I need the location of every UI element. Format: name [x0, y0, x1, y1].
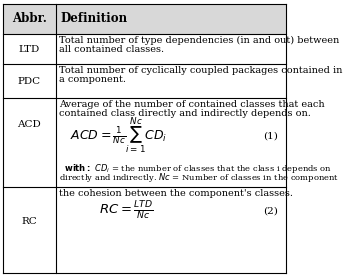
Text: $ACD = \frac{1}{Nc}\sum_{i=1}^{Nc}CD_i$: $ACD = \frac{1}{Nc}\sum_{i=1}^{Nc}CD_i$ [70, 116, 167, 156]
Text: (1): (1) [263, 132, 278, 140]
Bar [3, 98, 56, 187]
Bar [3, 4, 56, 34]
Text: Abbr.: Abbr. [12, 12, 47, 25]
Bar [56, 98, 286, 187]
Text: $RC = \frac{LTD}{Nc}$: $RC = \frac{LTD}{Nc}$ [99, 200, 154, 222]
Bar [3, 187, 56, 273]
Text: $\mathbf{with:}$ $CD_i$ = the number of classes that the class i depends on: $\mathbf{with:}$ $CD_i$ = the number of … [59, 162, 332, 175]
Text: ACD: ACD [18, 120, 41, 129]
Text: Average of the number of contained classes that each: Average of the number of contained class… [59, 100, 324, 109]
Text: RC: RC [22, 217, 37, 227]
Text: Total number of cyclically coupled packages contained in: Total number of cyclically coupled packa… [59, 66, 342, 75]
Bar [56, 34, 286, 64]
Text: Definition: Definition [61, 12, 127, 25]
Text: the cohesion between the component's classes.: the cohesion between the component's cla… [59, 189, 293, 198]
Bar [3, 34, 56, 64]
Text: LTD: LTD [19, 45, 40, 53]
Bar [56, 4, 286, 34]
Text: Total number of type dependencies (in and out) between: Total number of type dependencies (in an… [59, 36, 339, 45]
Text: contained class directly and indirectly depends on.: contained class directly and indirectly … [59, 109, 311, 118]
Text: (2): (2) [263, 206, 278, 216]
Text: PDC: PDC [18, 76, 41, 86]
Text: directly and indirectly. $Nc$ = Number of classes in the component: directly and indirectly. $Nc$ = Number o… [59, 171, 339, 184]
Bar [56, 64, 286, 98]
Bar [56, 187, 286, 273]
Text: all contained classes.: all contained classes. [59, 45, 164, 54]
Bar [3, 64, 56, 98]
Text: a component.: a component. [59, 75, 126, 84]
